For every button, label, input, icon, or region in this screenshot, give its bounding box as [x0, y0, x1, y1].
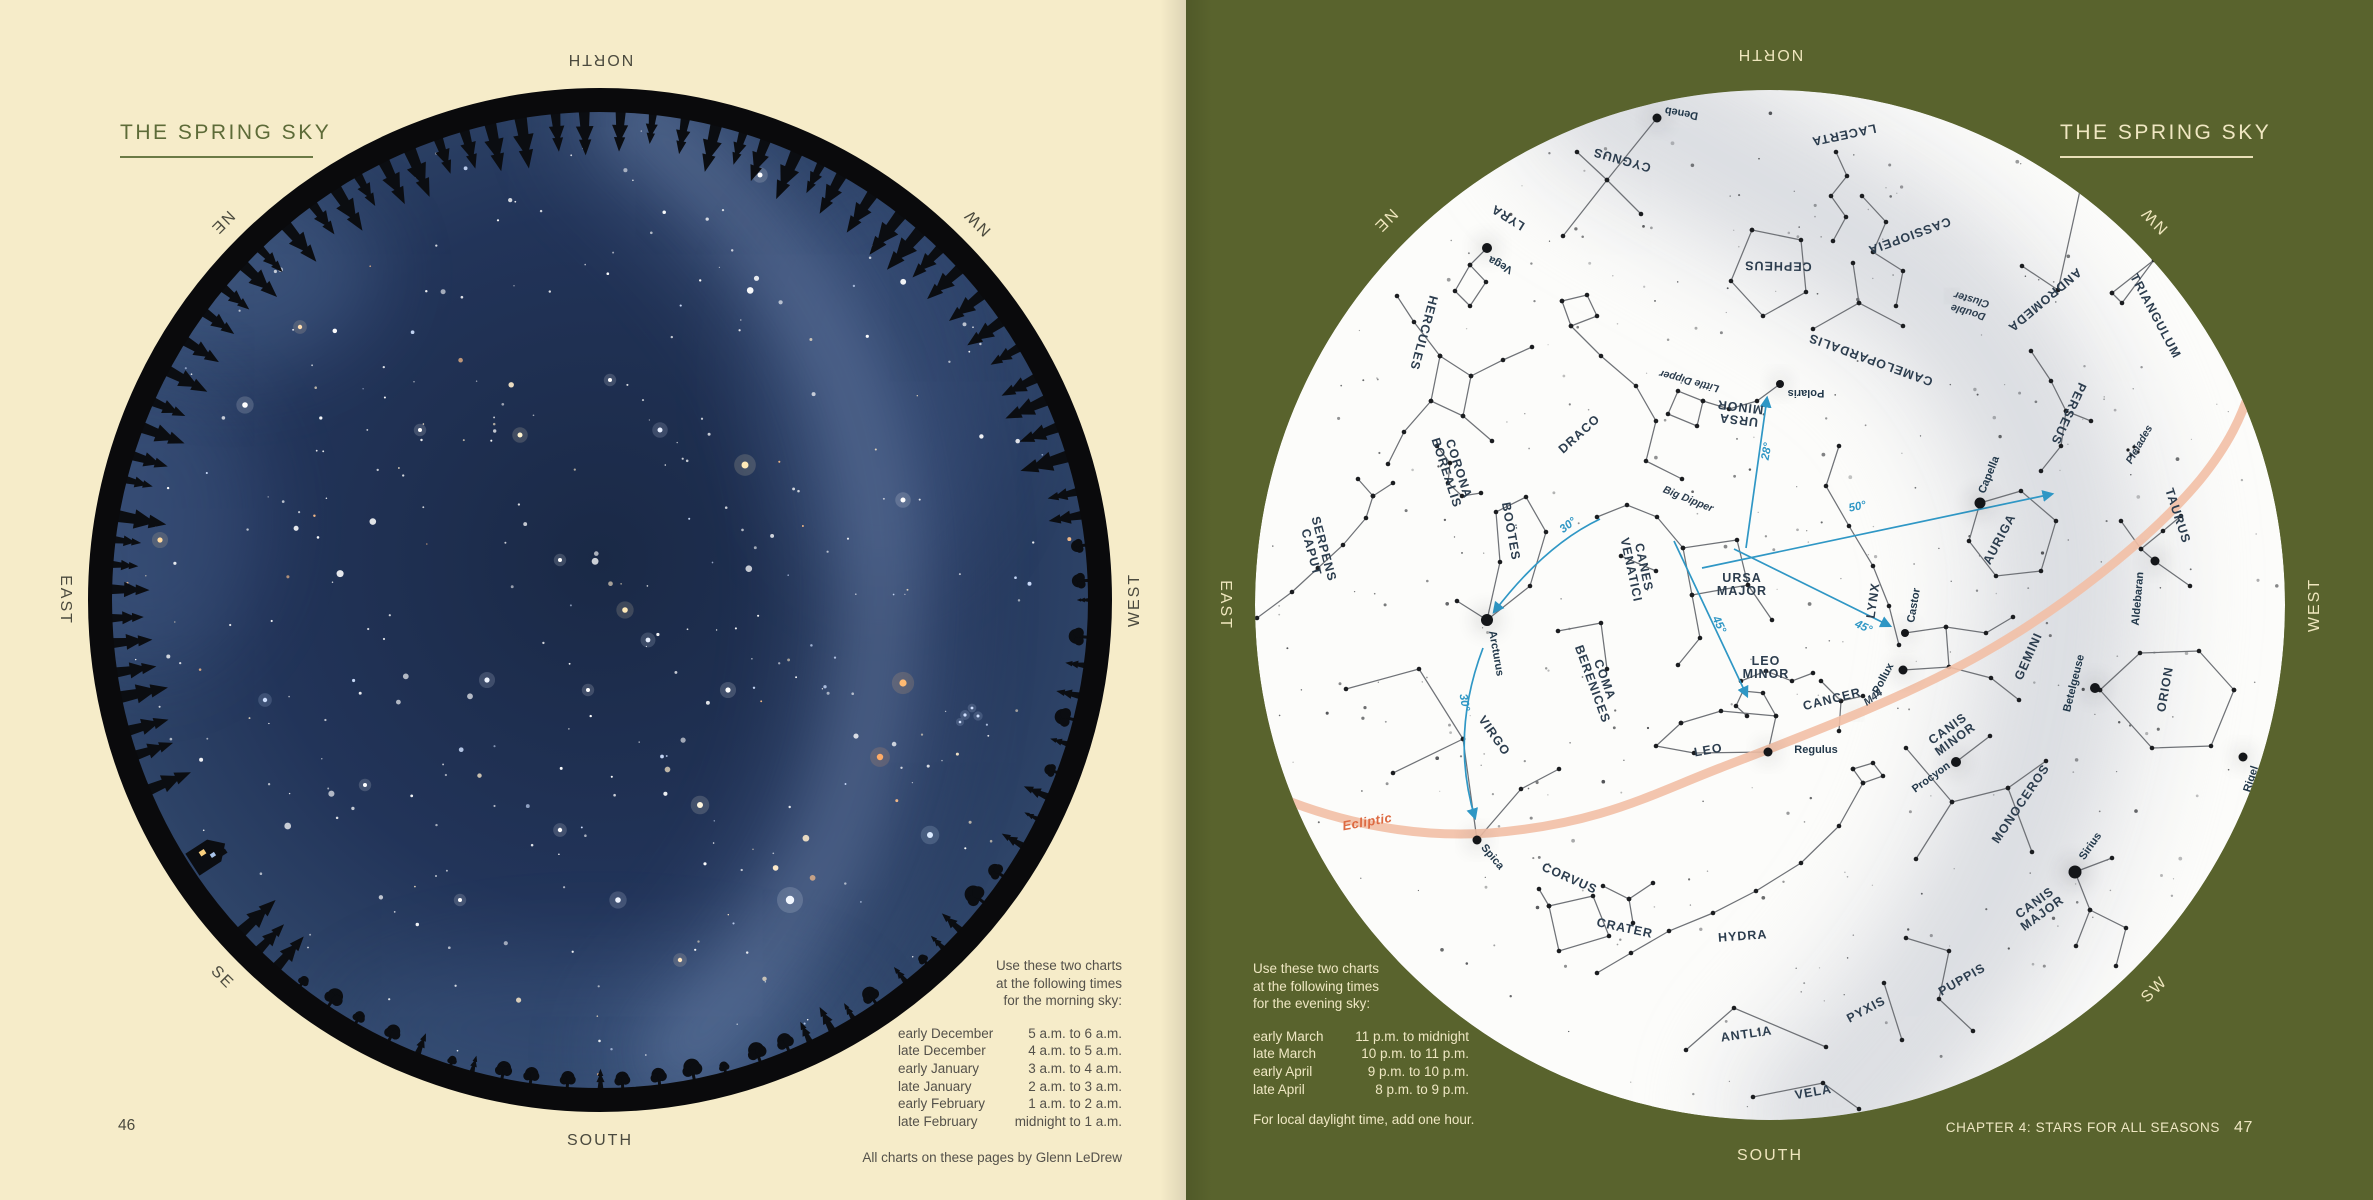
- time-period: early December: [898, 1025, 994, 1041]
- note-line: at the following times: [1253, 978, 1380, 994]
- credit-line: All charts on these pages by Glenn LeDre…: [862, 1150, 1122, 1165]
- time-row: late March 10 p.m. to 11 p.m.: [1253, 1045, 1469, 1063]
- time-range: 5 a.m. to 6 a.m.: [1028, 1025, 1122, 1041]
- time-row: early February 1 a.m. to 2 a.m.: [898, 1095, 1122, 1113]
- time-period: early April: [1253, 1063, 1313, 1079]
- compass-label-east: EAST: [1217, 580, 1234, 630]
- morning-times-table: early December 5 a.m. to 6 a.m. late Decem…: [898, 1025, 1122, 1131]
- time-range: 1 a.m. to 2 a.m.: [1028, 1096, 1122, 1112]
- compass-label-south: SOUTH: [567, 1132, 633, 1149]
- compass-label-north: NORTH: [1736, 46, 1804, 63]
- page-gutter: [1160, 0, 1212, 1200]
- time-range: midnight to 1 a.m.: [1014, 1113, 1122, 1129]
- morning-usage-note: Use these two charts at the following ti…: [898, 957, 1122, 1010]
- compass-label-sw: SW: [2138, 973, 2172, 1007]
- evening-usage-note: Use these two charts at the following ti…: [1253, 960, 1469, 1013]
- time-period: late January: [898, 1078, 972, 1094]
- compass-label-nw: NW: [961, 205, 995, 239]
- compass-label-se: SE: [207, 962, 238, 993]
- left-page-title: THE SPRING SKY: [120, 121, 332, 144]
- note-line: for the morning sky:: [1003, 993, 1122, 1009]
- compass-label-west: WEST: [1126, 572, 1143, 628]
- compass-label-north: NORTH: [566, 51, 634, 68]
- page-number-left: 46: [118, 1117, 136, 1134]
- note-line: Use these two charts: [1253, 961, 1380, 976]
- time-period: late March: [1253, 1046, 1317, 1062]
- time-range: 11 p.m. to midnight: [1355, 1028, 1469, 1044]
- time-period: early March: [1253, 1028, 1324, 1044]
- time-row: late February midnight to 1 a.m.: [898, 1113, 1122, 1131]
- time-row: early December 5 a.m. to 6 a.m.: [898, 1025, 1122, 1043]
- note-line: Use these two charts: [995, 958, 1122, 973]
- time-range: 4 a.m. to 5 a.m.: [1028, 1043, 1122, 1059]
- chapter-footer: CHAPTER 4: STARS FOR ALL SEASONS 47: [1946, 1119, 2253, 1137]
- compass-label-east: EAST: [57, 575, 74, 625]
- evening-times-block: Use these two charts at the following ti…: [1253, 960, 1475, 1129]
- note-line: at the following times: [995, 975, 1122, 991]
- page-number-right: 47: [2234, 1119, 2253, 1136]
- left-title-underline: [120, 156, 313, 158]
- compass-label-nw: NW: [2138, 203, 2172, 237]
- time-range: 9 p.m. to 10 p.m.: [1367, 1063, 1469, 1079]
- right-title-underline: [2060, 156, 2253, 158]
- time-period: late February: [898, 1113, 978, 1129]
- time-row: late January 2 a.m. to 3 a.m.: [898, 1078, 1122, 1096]
- daylight-note: For local daylight time, add one hour.: [1253, 1112, 1475, 1128]
- morning-times-block: Use these two charts at the following ti…: [898, 957, 1122, 1130]
- time-row: early April 9 p.m. to 10 p.m.: [1253, 1063, 1469, 1081]
- time-row: early March 11 p.m. to midnight: [1253, 1028, 1469, 1046]
- time-period: early February: [898, 1096, 986, 1112]
- note-line: for the evening sky:: [1253, 996, 1371, 1012]
- time-period: late April: [1253, 1081, 1305, 1097]
- time-row: early January 3 a.m. to 4 a.m.: [898, 1060, 1122, 1078]
- time-range: 10 p.m. to 11 p.m.: [1361, 1046, 1469, 1062]
- compass-label-south: SOUTH: [1737, 1147, 1803, 1164]
- time-period: late December: [898, 1043, 986, 1059]
- time-range: 3 a.m. to 4 a.m.: [1028, 1060, 1122, 1076]
- chapter-footer-text: CHAPTER 4: STARS FOR ALL SEASONS: [1945, 1120, 2220, 1135]
- compass-label-west: WEST: [2306, 577, 2323, 633]
- time-row: late December 4 a.m. to 5 a.m.: [898, 1042, 1122, 1060]
- time-period: early January: [898, 1060, 980, 1076]
- compass-label-ne: NE: [1369, 204, 1401, 236]
- time-row: late April 8 p.m. to 9 p.m.: [1253, 1081, 1469, 1099]
- time-range: 8 p.m. to 9 p.m.: [1375, 1081, 1469, 1097]
- right-page-title: THE SPRING SKY: [2060, 121, 2272, 144]
- compass-label-ne: NE: [206, 206, 238, 238]
- evening-times-table: early March 11 p.m. to midnight late March…: [1253, 1028, 1469, 1098]
- time-range: 2 a.m. to 3 a.m.: [1028, 1078, 1122, 1094]
